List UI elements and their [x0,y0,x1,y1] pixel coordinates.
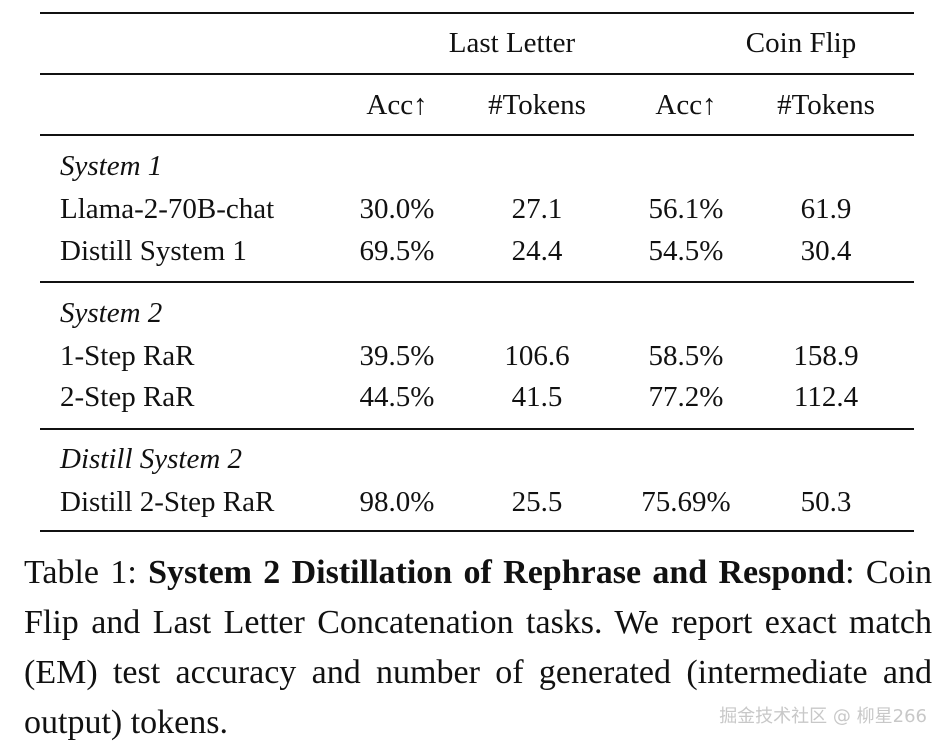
row-method: Distill System 1 [60,235,247,267]
cell-value: 61.9 [800,193,852,225]
section-title: Distill System 2 [60,443,243,475]
section-rule [40,428,914,430]
cell-value: 112.4 [793,381,859,413]
sub-header-tokens-coin-flip: #Tokens [777,89,875,121]
sub-header-tokens-last-letter: #Tokens [488,89,586,121]
section-rule [40,281,914,283]
caption-text: : Coin Flip and Last Letter Concatenatio… [24,554,932,741]
cell-value: 25.5 [511,486,563,518]
group-header-last-letter: Last Letter [448,27,576,59]
group-header-rule [40,73,914,75]
group-header-coin-flip: Coin Flip [745,27,857,59]
cell-value: 27.1 [511,193,563,225]
cell-value: 24.4 [511,235,563,267]
row-method: Llama-2-70B-chat [60,193,275,225]
cell-value: 58.5% [648,340,724,372]
cell-value: 39.5% [359,340,435,372]
row-method: Distill 2-Step RaR [60,486,275,518]
cell-value: 158.9 [793,340,859,372]
top-rule [40,12,914,14]
cell-value: 44.5% [359,381,435,413]
bottom-rule [40,530,914,532]
cell-value: 106.6 [504,340,570,372]
cell-value: 30.0% [359,193,435,225]
results-table: Last Letter Coin Flip Acc↑ #Tokens Acc↑ … [40,0,914,540]
cell-value: 77.2% [648,381,724,413]
sub-header-acc-last-letter: Acc↑ [366,89,428,121]
table-caption: Table 1: System 2 Distillation of Rephra… [24,548,932,748]
header-bottom-rule [40,134,914,136]
cell-value: 98.0% [359,486,435,518]
sub-header-acc-coin-flip: Acc↑ [655,89,717,121]
caption-label: Table 1: [24,554,149,591]
cell-value: 50.3 [800,486,852,518]
cell-value: 41.5 [511,381,563,413]
watermark: 掘金技术社区 @ 柳星266 [719,706,927,727]
section-title: System 2 [60,297,163,329]
row-method: 2-Step RaR [60,381,195,413]
cell-value: 69.5% [359,235,435,267]
section-title: System 1 [60,150,163,182]
cell-value: 54.5% [648,235,724,267]
caption-bold-title: System 2 Distillation of Rephrase and Re… [148,554,846,591]
cell-value: 56.1% [648,193,724,225]
cell-value: 75.69% [641,486,731,518]
cell-value: 30.4 [800,235,852,267]
row-method: 1-Step RaR [60,340,195,372]
